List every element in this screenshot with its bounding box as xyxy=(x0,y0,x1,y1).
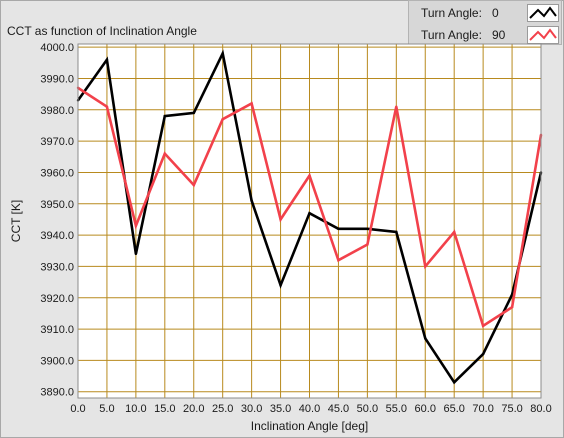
y-tick-label: 3990.0 xyxy=(40,73,74,85)
data-point xyxy=(452,230,456,234)
x-tick-label: 20.0 xyxy=(183,403,204,415)
y-tick-label: 3920.0 xyxy=(40,293,74,305)
data-point xyxy=(424,265,427,268)
x-tick-label: 15.0 xyxy=(154,403,175,415)
y-tick-label: 3900.0 xyxy=(40,355,74,367)
data-point xyxy=(308,174,311,177)
data-point xyxy=(105,105,109,108)
x-tick-label: 5.0 xyxy=(99,403,114,415)
x-tick-label: 80.0 xyxy=(530,403,551,415)
data-point xyxy=(395,105,398,108)
plot-border xyxy=(77,43,542,399)
legend-label: Turn Angle: xyxy=(421,6,482,20)
x-tick-label: 25.0 xyxy=(212,403,233,415)
legend-row-turn-angle-90[interactable]: Turn Angle: 90 xyxy=(409,24,563,46)
data-point xyxy=(452,381,456,384)
data-point xyxy=(250,102,253,105)
legend-label: Turn Angle: xyxy=(421,28,482,42)
legend-swatch-icon[interactable] xyxy=(527,4,559,22)
legend-swatch-icon[interactable] xyxy=(527,26,559,44)
y-tick-label: 4000.0 xyxy=(40,42,74,54)
grid-lines xyxy=(77,44,542,398)
x-axis-label: Inclination Angle [deg] xyxy=(251,419,368,433)
data-point xyxy=(424,337,427,340)
data-point xyxy=(366,227,369,231)
x-tick-label: 60.0 xyxy=(415,403,436,415)
y-tick-label: 3910.0 xyxy=(40,324,74,336)
data-point xyxy=(192,111,195,115)
data-point xyxy=(308,211,311,215)
y-axis-label: CCT [K] xyxy=(9,200,23,242)
x-tick-label: 0.0 xyxy=(70,403,85,415)
x-tick-label: 50.0 xyxy=(357,403,378,415)
data-point xyxy=(337,227,340,231)
plot-legend[interactable]: Turn Angle: 0 Turn Angle: 90 xyxy=(408,0,562,45)
data-point xyxy=(192,183,195,187)
x-tick-label: 70.0 xyxy=(472,403,493,415)
x-tick-label: 30.0 xyxy=(241,403,262,415)
data-point xyxy=(481,324,485,328)
y-tick-labels: 3890.0 3900.0 3910.0 3920.0 3930.0 3940.0 3950… xyxy=(40,42,74,399)
data-point xyxy=(337,258,340,262)
y-tick-label: 3940.0 xyxy=(40,230,74,242)
y-tick-label: 3950.0 xyxy=(40,199,74,211)
data-point xyxy=(366,243,369,246)
data-point xyxy=(134,224,138,227)
y-tick-label: 3980.0 xyxy=(40,105,74,117)
x-tick-label: 35.0 xyxy=(270,403,291,415)
legend-row-turn-angle-0[interactable]: Turn Angle: 0 xyxy=(409,2,563,24)
data-point xyxy=(510,293,514,296)
x-tick-labels: 0.0 5.0 10.0 15.0 20.0 25.0 30.0 35.0 40.0 45.0 50… xyxy=(70,403,551,415)
data-point xyxy=(250,199,253,202)
data-point xyxy=(105,58,109,61)
data-point xyxy=(163,114,167,118)
x-tick-label: 45.0 xyxy=(328,403,349,415)
x-tick-label: 10.0 xyxy=(125,403,146,415)
legend-value: 90 xyxy=(492,28,506,42)
x-tick-label: 65.0 xyxy=(443,403,464,415)
y-tick-label: 3970.0 xyxy=(40,136,74,148)
data-point xyxy=(481,352,485,356)
y-tick-label: 3930.0 xyxy=(40,261,74,273)
data-point xyxy=(279,218,282,221)
data-point xyxy=(279,284,282,287)
data-point xyxy=(395,230,398,234)
y-tick-label: 3890.0 xyxy=(40,387,74,399)
data-point xyxy=(221,52,224,55)
series-lines xyxy=(76,49,543,385)
y-tick-label: 3960.0 xyxy=(40,167,74,179)
x-tick-label: 55.0 xyxy=(386,403,407,415)
chart-title: CCT as function of Inclination Angle xyxy=(7,24,197,38)
x-tick-label: 75.0 xyxy=(501,403,522,415)
x-tick-label: 40.0 xyxy=(299,403,320,415)
legend-value: 0 xyxy=(492,6,499,20)
data-point xyxy=(510,305,514,309)
data-point xyxy=(163,152,167,155)
data-point xyxy=(134,252,138,256)
data-point xyxy=(221,117,224,121)
